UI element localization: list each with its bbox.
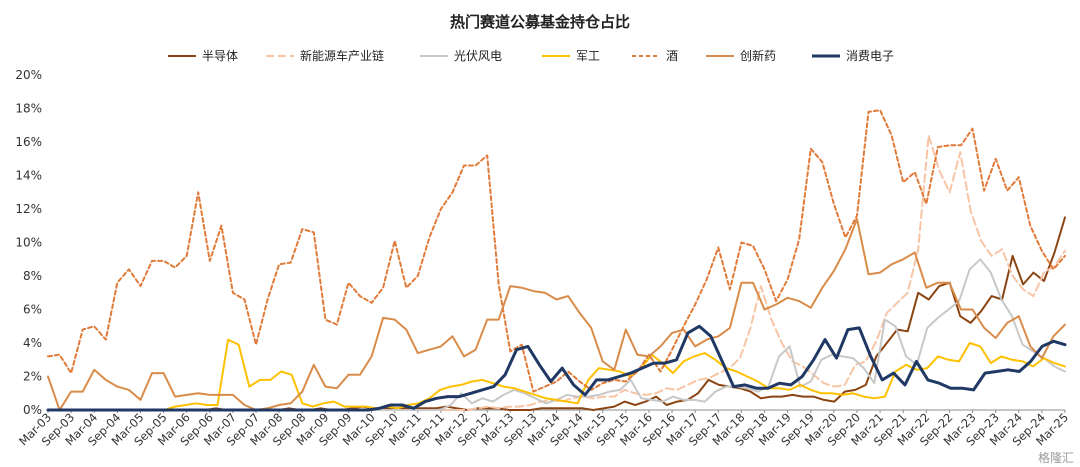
y-tick-label: 14% xyxy=(15,169,42,183)
legend-item: 半导体 xyxy=(168,49,238,63)
y-tick-label: 20% xyxy=(15,68,42,82)
watermark: 格隆汇 xyxy=(1038,450,1074,465)
series-line xyxy=(47,258,1066,411)
y-tick-label: 2% xyxy=(23,370,42,384)
y-tick-label: 18% xyxy=(15,102,42,116)
legend-label: 酒 xyxy=(666,49,678,63)
legend: 半导体 新能源车产业链 光伏风电 军工 酒 创新药 消费电子 xyxy=(168,48,894,63)
legend-label: 创新药 xyxy=(740,48,776,63)
series-line xyxy=(47,338,1066,411)
series-line xyxy=(46,324,1067,412)
series-line xyxy=(47,218,1066,411)
legend-label: 半导体 xyxy=(202,49,238,63)
legend-label: 消费电子 xyxy=(846,49,894,63)
y-tick-label: 4% xyxy=(23,336,42,350)
legend-item: 酒 xyxy=(632,49,678,63)
legend-item: 新能源车产业链 xyxy=(266,48,384,63)
legend-item: 消费电子 xyxy=(812,49,894,63)
y-tick-label: 8% xyxy=(23,269,42,283)
x-axis: Mar-03Sep-03Mar-04Sep-04Mar-05Sep-05Mar-… xyxy=(16,409,1071,449)
y-tick-label: 16% xyxy=(15,135,42,149)
legend-item: 军工 xyxy=(542,49,600,63)
y-tick-label: 10% xyxy=(15,236,42,250)
series-line xyxy=(47,109,1066,393)
y-tick-label: 12% xyxy=(15,202,42,216)
y-tick-label: 6% xyxy=(23,303,42,317)
y-axis: 0% 2% 4% 6% 8% 10% 12% 14% 16% 18% 20% xyxy=(15,68,42,417)
legend-label: 军工 xyxy=(576,49,600,63)
chart-title: 热门赛道公募基金持仓占比 xyxy=(450,13,630,31)
legend-label: 光伏风电 xyxy=(454,49,502,63)
legend-item: 创新药 xyxy=(706,48,776,63)
series-line xyxy=(47,216,1066,411)
y-tick-label: 0% xyxy=(23,403,42,417)
plot-area xyxy=(46,109,1067,412)
legend-item: 光伏风电 xyxy=(420,49,502,63)
legend-label: 新能源车产业链 xyxy=(300,48,384,63)
